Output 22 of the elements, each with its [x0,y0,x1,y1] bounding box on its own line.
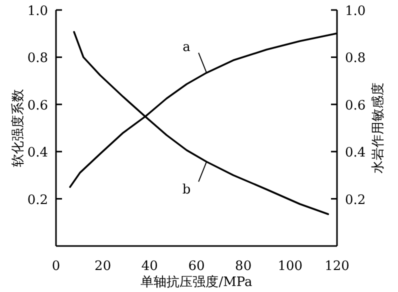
y-tick-label: 1.0 [27,4,48,19]
x-tick-label: 60 [188,259,205,274]
y2-tick-label: 1.0 [345,4,366,19]
x-tick-label: 0 [52,259,60,274]
x-tick-label: 100 [278,259,303,274]
y2-tick-label: 0.8 [345,51,366,66]
y-tick-label: 0.8 [27,51,48,66]
y-tick-label: 0.4 [27,146,48,161]
x-axis-title: 单轴抗压强度/MPa [140,274,253,290]
y2-tick-label: 0.6 [345,98,366,114]
y2-tick-label: 0.2 [345,192,366,208]
x-tick-label: 80 [235,259,252,274]
y-axis-title: 软化强度系数 [10,89,26,167]
x-tick-label: 40 [141,259,158,274]
x-tick-label: 20 [94,259,112,274]
series-label: a [182,40,191,55]
y-tick-label: 0.2 [27,192,48,208]
y2-tick-label: 0.4 [345,146,366,161]
x-tick-label: 120 [324,259,350,274]
legend-label: b [182,182,191,198]
y-tick-label: 0.6 [27,98,48,114]
y2-axis-title: 水岩作用敏感度 [370,82,386,174]
